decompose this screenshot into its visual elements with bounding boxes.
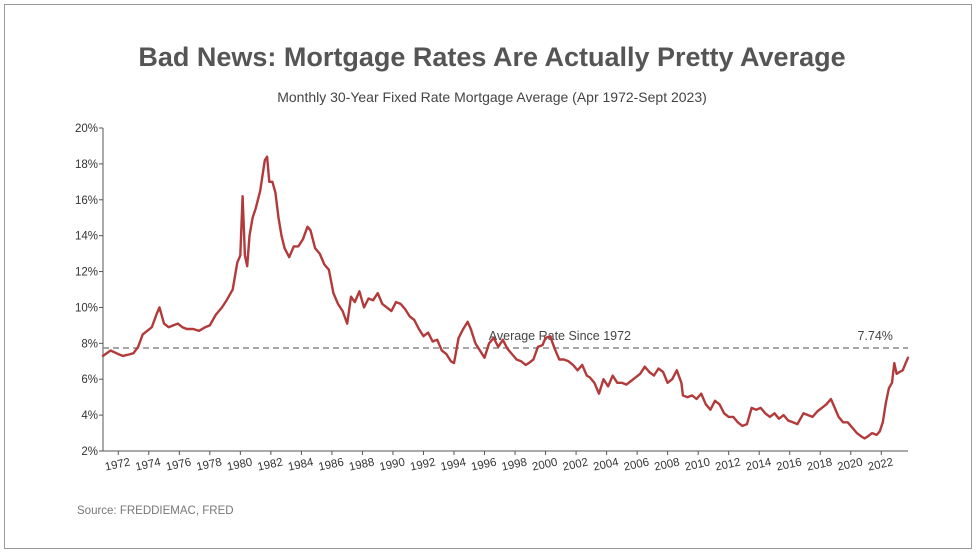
x-tick-label: 2012 (714, 457, 742, 474)
x-tick-label: 2018 (806, 457, 834, 474)
x-tick-label: 2006 (623, 457, 651, 474)
x-tick-label: 1972 (104, 457, 132, 474)
chart-subtitle: Monthly 30-Year Fixed Rate Mortgage Aver… (277, 89, 707, 105)
y-tick-label: 8% (81, 338, 98, 350)
y-tick-label: 10% (75, 302, 98, 314)
x-tick-label: 2020 (836, 457, 864, 474)
x-tick-label: 1988 (348, 457, 376, 474)
average-rate-value: 7.74% (857, 329, 892, 343)
x-tick-label: 1998 (501, 457, 529, 474)
x-axis-ticks: 1972 1974 1976 1978 1980 1982 1984 1986 1988 1990… (104, 451, 895, 474)
series-line-mortgage-rate (101, 155, 910, 440)
x-tick-label: 2008 (653, 457, 681, 474)
y-tick-label: 4% (81, 410, 98, 422)
x-tick-label: 2002 (562, 457, 590, 474)
x-tick-label: 1982 (256, 457, 284, 474)
x-tick-label: 1990 (379, 457, 407, 474)
x-tick-label: 1976 (165, 457, 193, 474)
x-tick-label: 1996 (470, 457, 498, 474)
y-tick-label: 16% (75, 195, 98, 207)
x-tick-label: 2014 (745, 456, 773, 473)
x-tick-label: 1984 (287, 456, 315, 473)
y-tick-label: 18% (75, 159, 98, 171)
source-note: Source: FREDDIEMAC, FRED (77, 505, 234, 517)
y-tick-label: 20% (75, 123, 98, 135)
chart-frame (4, 4, 972, 549)
y-axis-ticks: 2% 4% 6% 8% 10% 12% 14% 16% 18% 20% (75, 123, 103, 458)
x-tick-label: 2004 (592, 456, 620, 473)
x-tick-label: 1974 (134, 456, 162, 473)
x-tick-label: 2022 (867, 457, 895, 474)
x-tick-label: 1992 (409, 457, 437, 474)
x-tick-label: 1980 (226, 457, 254, 474)
x-tick-label: 1986 (318, 457, 346, 474)
x-tick-label: 2010 (684, 457, 712, 474)
x-tick-label: 1994 (440, 456, 468, 473)
x-tick-label: 2000 (531, 457, 559, 474)
y-tick-label: 12% (75, 267, 98, 279)
average-rate-label: Average Rate Since 1972 (489, 329, 631, 343)
chart-title: Bad News: Mortgage Rates Are Actually Pr… (138, 42, 845, 72)
y-tick-label: 2% (81, 446, 98, 458)
x-tick-label: 2016 (775, 457, 803, 474)
y-tick-label: 6% (81, 374, 98, 386)
x-tick-label: 1978 (195, 457, 223, 474)
y-tick-label: 14% (75, 231, 98, 243)
